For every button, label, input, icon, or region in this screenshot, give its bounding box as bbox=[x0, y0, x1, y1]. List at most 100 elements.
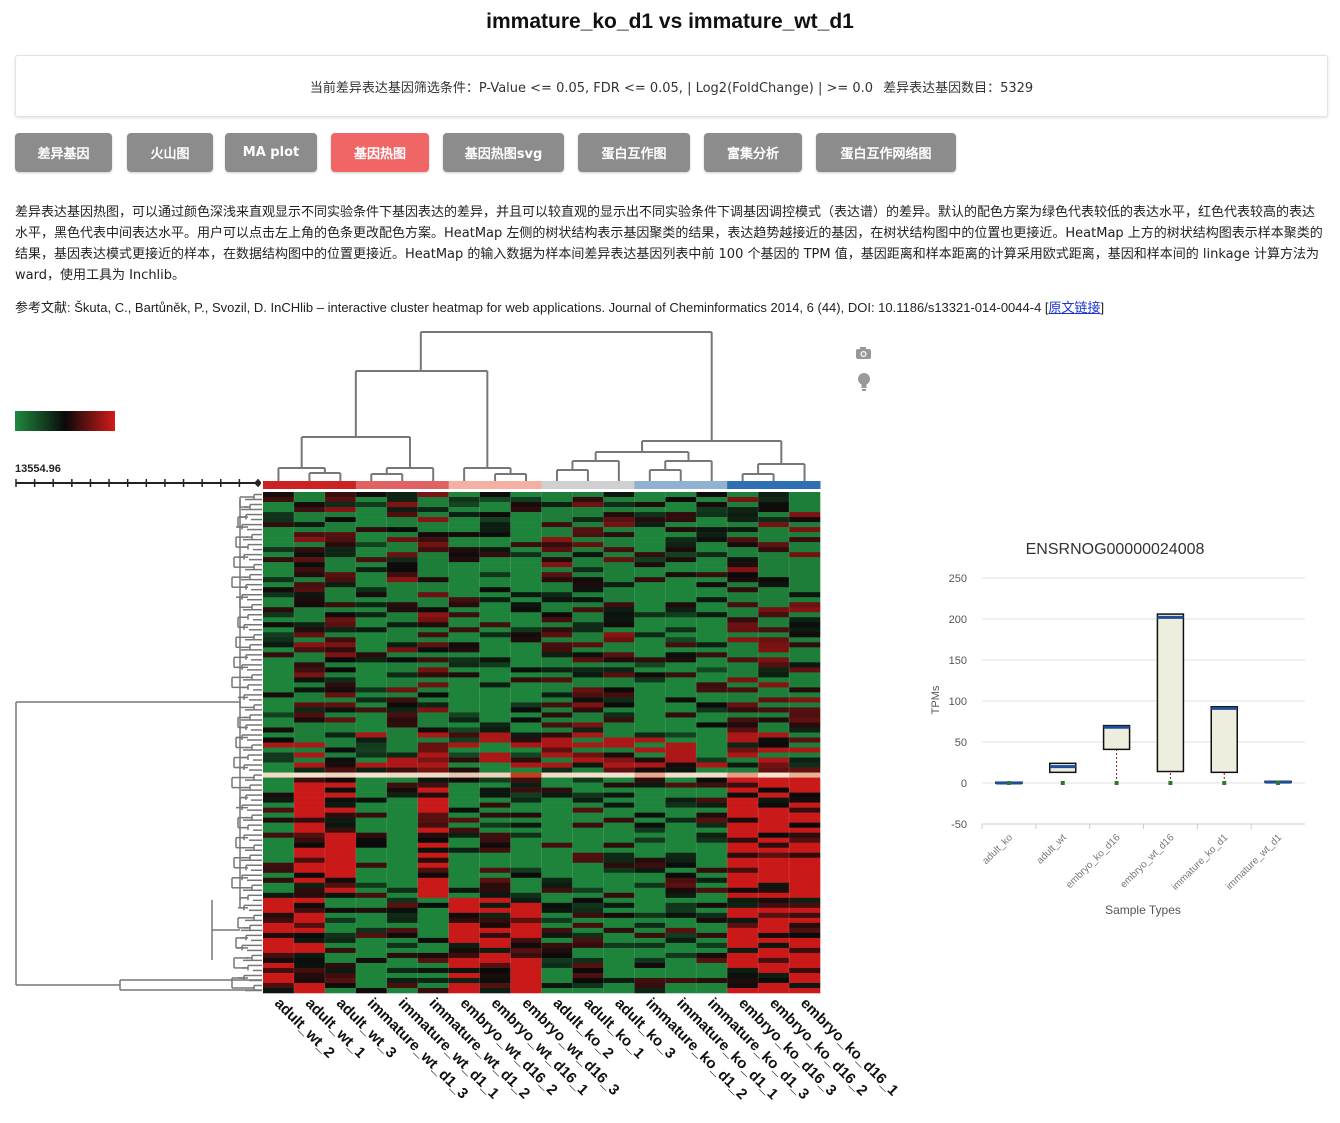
heatmap-cell[interactable] bbox=[572, 667, 604, 673]
heatmap-cell[interactable] bbox=[293, 707, 326, 713]
heatmap-cell[interactable] bbox=[696, 832, 728, 838]
heatmap-cell[interactable] bbox=[572, 677, 604, 683]
heatmap-cell[interactable] bbox=[634, 952, 666, 959]
heatmap-cell[interactable] bbox=[603, 507, 635, 513]
heatmap-cell[interactable] bbox=[758, 562, 790, 568]
heatmap-cell[interactable] bbox=[572, 927, 604, 934]
heatmap-cell[interactable] bbox=[665, 812, 697, 818]
heatmap-cell[interactable] bbox=[293, 792, 326, 798]
heatmap-cell[interactable] bbox=[727, 912, 759, 919]
heatmap-cell[interactable] bbox=[789, 612, 821, 618]
heatmap-cell[interactable] bbox=[541, 672, 573, 678]
heatmap-cell[interactable] bbox=[572, 497, 604, 503]
heatmap-cell[interactable] bbox=[696, 757, 728, 763]
heatmap-cell[interactable] bbox=[386, 717, 419, 723]
heatmap-cell[interactable] bbox=[386, 572, 419, 578]
heatmap-cell[interactable] bbox=[727, 592, 759, 598]
heatmap-cell[interactable] bbox=[789, 657, 821, 663]
heatmap-cell[interactable] bbox=[448, 837, 480, 843]
heatmap-cell[interactable] bbox=[448, 937, 480, 944]
heatmap-cell[interactable] bbox=[293, 957, 326, 964]
heatmap-cell[interactable] bbox=[479, 962, 511, 969]
heatmap-cell[interactable] bbox=[417, 732, 449, 738]
tab-ma-plot[interactable]: MA plot bbox=[225, 133, 317, 172]
heatmap-cell[interactable] bbox=[510, 772, 542, 778]
heatmap-cell[interactable] bbox=[510, 532, 542, 538]
heatmap-cell[interactable] bbox=[324, 852, 357, 859]
heatmap-cell[interactable] bbox=[293, 817, 326, 823]
heatmap-cell[interactable] bbox=[634, 942, 666, 949]
heatmap-cell[interactable] bbox=[510, 737, 542, 743]
heatmap-cell[interactable] bbox=[758, 687, 790, 693]
heatmap-cell[interactable] bbox=[293, 887, 326, 894]
heatmap-cell[interactable] bbox=[448, 892, 480, 899]
heatmap-cell[interactable] bbox=[603, 852, 635, 859]
heatmap-cell[interactable] bbox=[386, 892, 419, 899]
heatmap-cell[interactable] bbox=[355, 637, 388, 643]
heatmap-cell[interactable] bbox=[510, 537, 542, 543]
heatmap-cell[interactable] bbox=[789, 782, 821, 788]
heatmap-cell[interactable] bbox=[758, 802, 790, 808]
heatmap-cell[interactable] bbox=[727, 907, 759, 914]
heatmap-cell[interactable] bbox=[355, 762, 388, 768]
heatmap-cell[interactable] bbox=[355, 657, 388, 663]
heatmap-cell[interactable] bbox=[448, 922, 480, 929]
heatmap-cell[interactable] bbox=[541, 567, 573, 573]
heatmap-cell[interactable] bbox=[293, 967, 326, 974]
heatmap-cell[interactable] bbox=[665, 912, 697, 919]
heatmap-cell[interactable] bbox=[789, 897, 821, 904]
heatmap-cell[interactable] bbox=[263, 707, 295, 713]
heatmap-cell[interactable] bbox=[417, 957, 449, 964]
heatmap-cell[interactable] bbox=[386, 842, 419, 849]
heatmap-cell[interactable] bbox=[634, 957, 666, 964]
heatmap-cell[interactable] bbox=[448, 647, 480, 653]
heatmap-cell[interactable] bbox=[603, 712, 635, 718]
heatmap-cell[interactable] bbox=[727, 962, 759, 969]
heatmap-cell[interactable] bbox=[293, 907, 326, 914]
heatmap-cell[interactable] bbox=[479, 582, 511, 588]
heatmap-cell[interactable] bbox=[789, 737, 821, 743]
heatmap-cell[interactable] bbox=[634, 752, 666, 758]
heatmap-cell[interactable] bbox=[696, 892, 728, 899]
heatmap-cell[interactable] bbox=[448, 972, 480, 979]
heatmap-cell[interactable] bbox=[263, 502, 295, 508]
heatmap-cell[interactable] bbox=[293, 987, 326, 994]
heatmap-cell[interactable] bbox=[634, 642, 666, 648]
heatmap-cell[interactable] bbox=[665, 662, 697, 668]
heatmap-cell[interactable] bbox=[448, 867, 480, 874]
heatmap-cell[interactable] bbox=[727, 752, 759, 758]
heatmap-cell[interactable] bbox=[293, 592, 326, 598]
heatmap-cell[interactable] bbox=[293, 492, 326, 498]
heatmap-cell[interactable] bbox=[417, 527, 449, 533]
camera-icon[interactable] bbox=[856, 347, 871, 359]
heatmap-cell[interactable] bbox=[510, 572, 542, 578]
heatmap-cell[interactable] bbox=[603, 687, 635, 693]
heatmap-cell[interactable] bbox=[665, 747, 697, 753]
heatmap-cell[interactable] bbox=[293, 787, 326, 793]
heatmap-cell[interactable] bbox=[510, 867, 542, 874]
heatmap-cell[interactable] bbox=[758, 637, 790, 643]
heatmap-cell[interactable] bbox=[665, 562, 697, 568]
heatmap-cell[interactable] bbox=[324, 927, 357, 934]
heatmap-cell[interactable] bbox=[727, 672, 759, 678]
heatmap-cell[interactable] bbox=[417, 932, 449, 939]
heatmap-cell[interactable] bbox=[293, 782, 326, 788]
heatmap-cell[interactable] bbox=[324, 732, 357, 738]
heatmap-cell[interactable] bbox=[603, 547, 635, 553]
heatmap-cell[interactable] bbox=[603, 672, 635, 678]
heatmap-cell[interactable] bbox=[789, 872, 821, 879]
heatmap-cell[interactable] bbox=[696, 827, 728, 833]
heatmap-cell[interactable] bbox=[355, 622, 388, 628]
heatmap-cell[interactable] bbox=[263, 987, 295, 994]
heatmap-cell[interactable] bbox=[758, 902, 790, 909]
reference-link[interactable]: 原文链接 bbox=[1048, 300, 1101, 315]
heatmap-cell[interactable] bbox=[665, 982, 697, 989]
heatmap-cell[interactable] bbox=[417, 947, 449, 954]
heatmap-cell[interactable] bbox=[665, 967, 697, 974]
heatmap-cell[interactable] bbox=[572, 797, 604, 803]
heatmap-cell[interactable] bbox=[479, 747, 511, 753]
heatmap-cell[interactable] bbox=[479, 912, 511, 919]
heatmap-cell[interactable] bbox=[727, 677, 759, 683]
heatmap-cell[interactable] bbox=[355, 612, 388, 618]
heatmap-cell[interactable] bbox=[696, 767, 728, 773]
